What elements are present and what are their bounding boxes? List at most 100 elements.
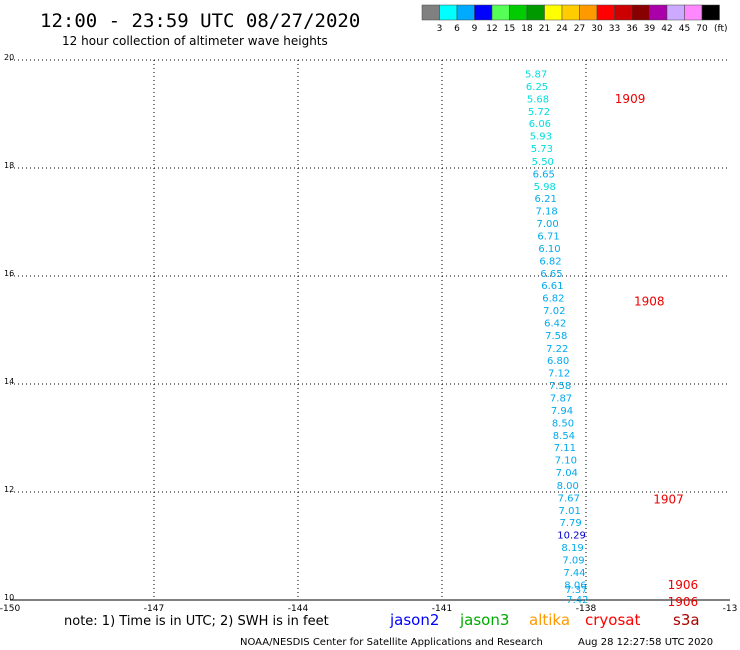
- colorbar-label: 33: [609, 24, 620, 34]
- time-label: 1906: [668, 595, 699, 609]
- time-labels: 1909 1908 1907 1906 1906: [615, 92, 698, 609]
- swh-value-label: 6.80: [547, 356, 569, 367]
- swh-value-label: 7.02: [543, 306, 565, 317]
- swh-value-label: 5.68: [527, 94, 549, 105]
- x-tick-label: -147: [144, 604, 164, 614]
- colorbar-swatch: [684, 4, 703, 21]
- satellite-s3a: s3a: [673, 611, 700, 629]
- swh-value-label: 6.65: [533, 169, 555, 180]
- swh-value-label: 7.44: [563, 568, 585, 579]
- colorbar-swatch: [456, 4, 475, 21]
- time-label: 1907: [653, 492, 684, 506]
- satellite-legend: jason2 jason3 altika cryosat s3a: [389, 611, 700, 629]
- colorbar-swatch: [561, 4, 580, 21]
- swh-value-label: 6.10: [538, 244, 560, 255]
- swh-value-label: 7.94: [551, 406, 573, 417]
- swh-value-label: 8.19: [561, 543, 583, 554]
- x-axis-ticks: -150 -147 -144 -141 -138 -13: [0, 604, 737, 614]
- y-tick-label: 14: [4, 377, 14, 386]
- y-tick-label: 20: [4, 53, 14, 62]
- colorbar-swatch: [666, 4, 685, 21]
- swh-value-label: 5.98: [534, 182, 556, 193]
- colorbar-swatch: [439, 4, 458, 21]
- colorbar-swatch: [474, 4, 493, 21]
- swh-value-label: 7.67: [558, 493, 580, 504]
- x-tick-label: -138: [576, 604, 597, 614]
- colorbar-swatch: [509, 4, 528, 21]
- colorbar-label: 30: [591, 24, 603, 34]
- swh-value-label: 6.71: [537, 232, 559, 243]
- swh-value-label: 6.82: [542, 294, 564, 305]
- colorbar-swatch: [614, 4, 633, 21]
- swh-value-label: 6.42: [544, 318, 566, 329]
- colorbar-label: 45: [679, 24, 690, 34]
- colorbar-swatch: [596, 4, 615, 21]
- data-points: 5.876.255.685.726.065.935.735.506.655.98…: [525, 70, 589, 606]
- swh-value-label: 5.50: [532, 157, 554, 168]
- colorbar-label: 42: [661, 24, 672, 34]
- swh-value-label: 7.22: [546, 344, 568, 355]
- swh-value-label: 7.11: [554, 443, 576, 454]
- swh-value-label: 8.54: [553, 431, 575, 442]
- swh-value-label: 5.93: [530, 132, 552, 143]
- swh-value-label: 8.06: [564, 580, 586, 591]
- swh-value-label: 7.58: [545, 331, 567, 342]
- colorbar-label: 3: [437, 24, 443, 34]
- colorbar-label: 24: [556, 24, 568, 34]
- satellite-cryosat: cryosat: [585, 611, 640, 629]
- colorbar-swatch: [421, 4, 440, 21]
- y-axis-ticks: 10 12 14 16 18 20: [4, 53, 14, 602]
- colorbar-label: 9: [472, 24, 478, 34]
- swh-value-label: 6.25: [526, 82, 548, 93]
- time-label: 1906: [668, 578, 699, 592]
- time-label: 1909: [615, 92, 646, 106]
- swh-value-label: 8.50: [552, 418, 574, 429]
- grid-lines: [10, 59, 730, 600]
- colorbar-swatch: [631, 4, 650, 21]
- swh-value-label: 7.58: [549, 381, 571, 392]
- swh-value-label: 8.00: [557, 481, 579, 492]
- satellite-altika: altika: [529, 611, 570, 629]
- swh-value-label: 5.73: [531, 144, 553, 155]
- swh-value-label: 7.12: [548, 369, 570, 380]
- footer-credit: NOAA/NESDIS Center for Satellite Applica…: [240, 637, 543, 648]
- y-tick-label: 10: [4, 593, 14, 602]
- swh-value-label: 6.06: [529, 119, 551, 130]
- swh-value-label: 10.29: [557, 531, 586, 542]
- swh-value-label: 6.65: [540, 269, 562, 280]
- swh-value-label: 7.42: [566, 595, 588, 606]
- swh-value-label: 7.01: [559, 506, 581, 517]
- colorbar-swatch: [526, 4, 545, 21]
- x-tick-label: -150: [0, 604, 20, 614]
- footer-timestamp: Aug 28 12:27:58 UTC 2020: [578, 637, 713, 648]
- colorbar-label: 18: [521, 24, 533, 34]
- colorbar-label: 15: [504, 24, 515, 34]
- swh-value-label: 5.87: [525, 70, 547, 81]
- y-tick-label: 18: [4, 161, 14, 170]
- chart-subtitle: 12 hour collection of altimeter wave hei…: [62, 34, 328, 48]
- x-tick-label: -144: [288, 604, 309, 614]
- colorbar-label: 36: [626, 24, 638, 34]
- swh-value-label: 6.61: [541, 281, 563, 292]
- swh-value-label: 6.21: [535, 194, 557, 205]
- swh-value-label: 7.37: [565, 585, 587, 596]
- y-tick-label: 16: [4, 269, 14, 278]
- x-tick-label: -141: [432, 604, 452, 614]
- colorbar-label: 70: [696, 24, 708, 34]
- swh-value-label: 7.18: [536, 207, 558, 218]
- swh-value-label: 7.09: [562, 556, 584, 567]
- satellite-jason2: jason2: [389, 611, 439, 629]
- swh-value-label: 7.79: [560, 518, 582, 529]
- colorbar-swatch: [649, 4, 668, 21]
- swh-value-label: 7.00: [536, 219, 558, 230]
- colorbar-swatch: [491, 4, 510, 21]
- y-tick-label: 12: [4, 485, 14, 494]
- satellite-jason3: jason3: [459, 611, 509, 629]
- colorbar-label: 39: [644, 24, 656, 34]
- swh-value-label: 7.10: [555, 456, 577, 467]
- colorbar-label: 27: [574, 24, 585, 34]
- chart-title: 12:00 - 23:59 UTC 08/27/2020: [40, 10, 360, 32]
- swh-value-label: 5.72: [528, 107, 550, 118]
- swh-value-label: 6.82: [539, 256, 561, 267]
